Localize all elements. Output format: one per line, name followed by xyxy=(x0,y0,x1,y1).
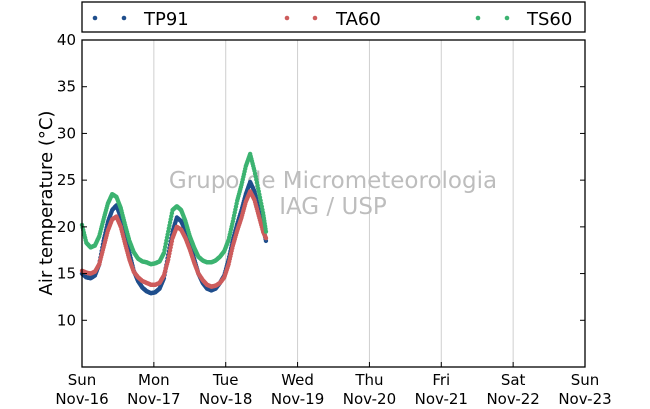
y-axis-title: Air temperature (°C) xyxy=(36,111,57,296)
y-tick-label: 10 xyxy=(57,311,76,329)
legend-marker-ts60 xyxy=(475,15,481,21)
series-ta60 xyxy=(79,189,269,289)
x-tick-label-day: Fri xyxy=(432,371,450,389)
x-tick-label-date: Nov-16 xyxy=(55,390,108,408)
point-ta60 xyxy=(263,235,269,241)
x-tick-label-day: Thu xyxy=(354,371,383,389)
y-tick-label: 25 xyxy=(57,171,76,189)
legend-label-ta60: TA60 xyxy=(335,9,381,30)
watermark-line-2: IAG / USP xyxy=(279,194,387,220)
x-tick-label-date: Nov-19 xyxy=(271,390,324,408)
x-tick-label-date: Nov-17 xyxy=(127,390,180,408)
legend-marker-ta60 xyxy=(284,15,290,21)
y-axis-ticks: 10 15 20 25 30 35 40 xyxy=(57,31,585,329)
legend-marker-tp91 xyxy=(92,15,98,21)
x-tick-label-date: Nov-23 xyxy=(558,390,611,408)
x-tick-label-day: Sat xyxy=(501,371,526,389)
y-tick-label: 40 xyxy=(57,31,76,49)
legend: TP91 TA60 TS60 xyxy=(81,1,586,33)
y-tick-label: 30 xyxy=(57,124,76,142)
series-ts60 xyxy=(79,151,269,267)
legend-marker-tp91 xyxy=(121,15,127,21)
grid-lines xyxy=(153,40,514,367)
legend-label-ts60: TS60 xyxy=(526,9,572,30)
x-tick-label-day: Wed xyxy=(281,371,314,389)
legend-frame xyxy=(81,1,586,33)
watermark: Grupo de Micrometeorologia IAG / USP xyxy=(169,168,497,220)
x-tick-label-date: Nov-21 xyxy=(415,390,468,408)
y-tick-label: 35 xyxy=(57,78,76,96)
point-ts60 xyxy=(263,229,269,234)
x-tick-label-day: Mon xyxy=(138,371,170,389)
legend-marker-ts60 xyxy=(504,15,510,21)
watermark-line-1: Grupo de Micrometeorologia xyxy=(169,168,497,194)
legend-entry-ts60: TS60 xyxy=(475,9,572,30)
x-tick-label-date: Nov-22 xyxy=(486,390,539,408)
legend-marker-ta60 xyxy=(312,15,318,21)
plot-background xyxy=(82,40,585,367)
x-tick-label-day: Sun xyxy=(571,371,600,389)
y-tick-label: 15 xyxy=(57,265,76,283)
x-tick-label-date: Nov-18 xyxy=(199,390,252,408)
x-axis-ticks: SunNov-16MonNov-17TueNov-18WedNov-19ThuN… xyxy=(55,362,612,408)
legend-entry-ta60: TA60 xyxy=(284,9,381,30)
y-tick-label: 20 xyxy=(57,218,76,236)
legend-label-tp91: TP91 xyxy=(143,9,189,30)
plot-frame xyxy=(81,39,586,368)
x-tick-label-day: Sun xyxy=(68,371,97,389)
x-tick-label-day: Tue xyxy=(212,371,239,389)
x-tick-label-date: Nov-20 xyxy=(343,390,396,408)
legend-entry-tp91: TP91 xyxy=(92,9,189,30)
data-points xyxy=(79,151,269,296)
